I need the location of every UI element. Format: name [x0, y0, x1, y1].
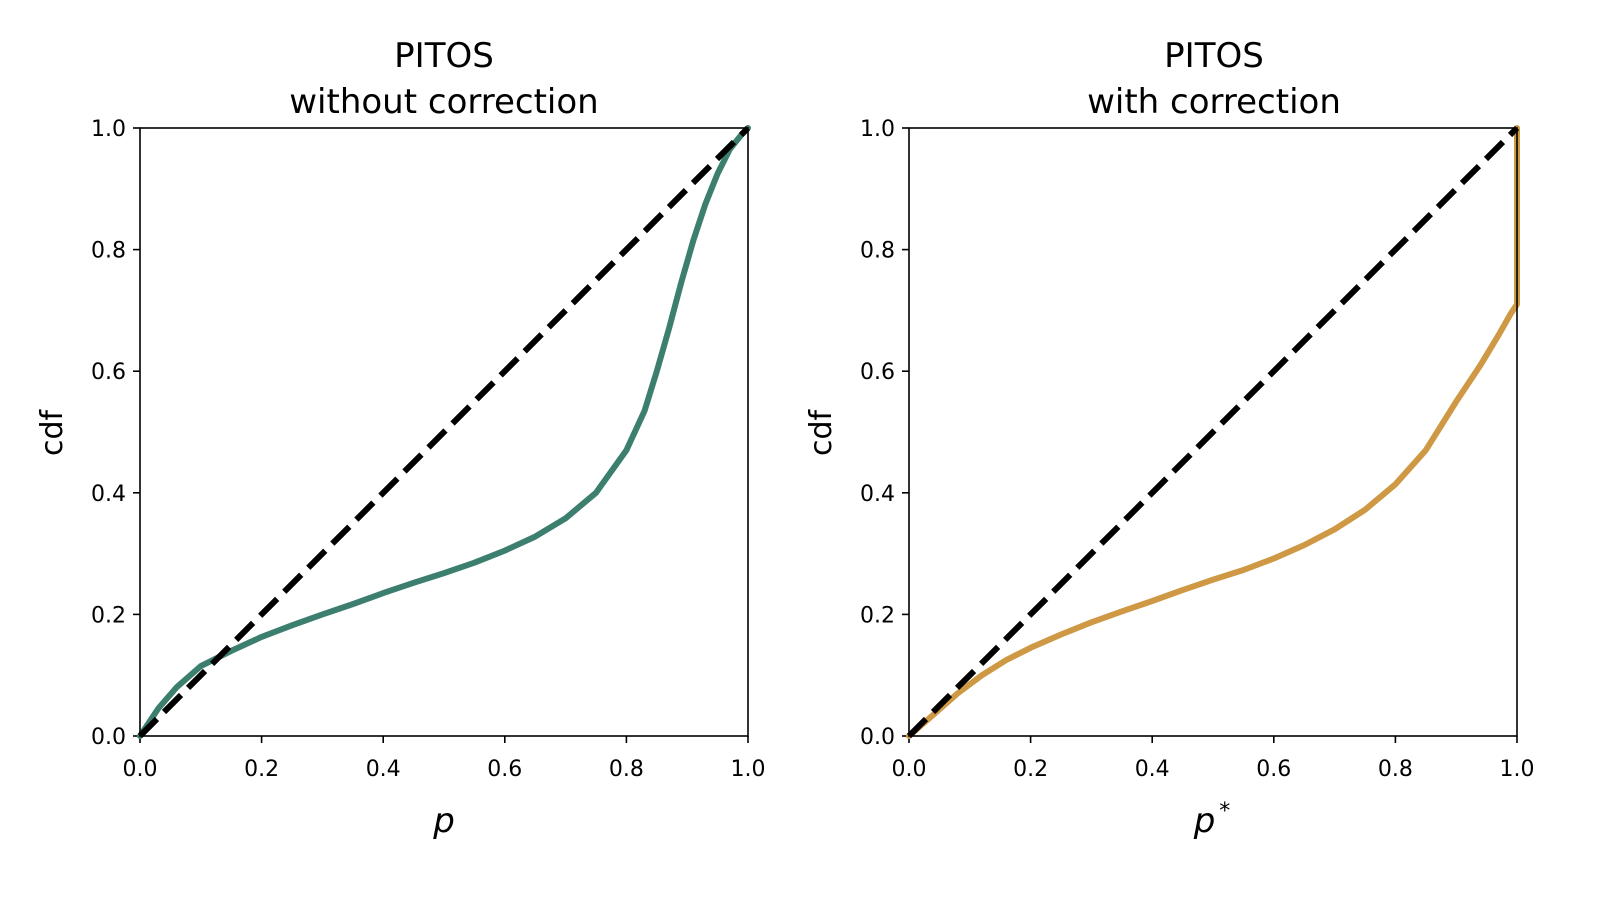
x-tick-label: 0.8	[1378, 757, 1413, 782]
y-tick-label: 0.0	[860, 725, 895, 750]
y-tick-label: 0.0	[91, 725, 126, 750]
y-axis-label: cdf	[35, 409, 70, 457]
y-tick-label: 0.4	[860, 482, 895, 507]
x-axis-label: p	[432, 801, 455, 841]
panel-with-correction: PITOS with correction 0.0 0.2 0.4 0.6 0.8 1.0…	[804, 36, 1535, 841]
y-tick-label: 1.0	[91, 117, 126, 142]
y-tick-label: 0.8	[860, 239, 895, 264]
x-tick-label: 0.2	[1013, 757, 1048, 782]
cdf-curve-line	[137, 125, 751, 739]
x-tick-label: 0.0	[123, 757, 158, 782]
axes-frame	[908, 127, 1518, 737]
panel-title-line2: without correction	[289, 82, 598, 122]
plot-area	[906, 125, 1520, 739]
y-tick-label: 0.6	[91, 360, 126, 385]
panel-without-correction: PITOS without correction 0.0 0.2 0.4 0.6 0.8…	[35, 36, 766, 841]
x-axis-label: p *	[1193, 799, 1231, 841]
reference-diagonal-line	[137, 125, 751, 739]
x-tick-label: 1.0	[1500, 757, 1535, 782]
x-tick-label: 0.6	[1256, 757, 1291, 782]
x-tick-label: 0.4	[366, 757, 401, 782]
reference-diagonal-line	[906, 125, 1520, 739]
y-tick-label: 0.8	[91, 239, 126, 264]
x-tick-label: 0.8	[609, 757, 644, 782]
axes-frame	[139, 127, 749, 737]
y-tick-label: 0.4	[91, 482, 126, 507]
x-tick-label: 0.0	[892, 757, 927, 782]
panel-title-line1: PITOS	[1164, 36, 1264, 76]
y-axis-label: cdf	[804, 409, 839, 457]
y-tick-label: 0.6	[860, 360, 895, 385]
tick-group: 0.0 0.2 0.4 0.6 0.8 1.0 0.0 0.2 0.4 0.6 0.8 1.0	[860, 117, 1535, 782]
x-tick-label: 0.4	[1135, 757, 1170, 782]
x-tick-label: 1.0	[731, 757, 766, 782]
panel-title-line1: PITOS	[394, 36, 494, 76]
plot-area	[137, 125, 751, 739]
x-tick-label: 0.6	[487, 757, 522, 782]
tick-group: 0.0 0.2 0.4 0.6 0.8 1.0 0.0 0.2 0.4 0.6 0.8 1.0	[91, 117, 766, 782]
y-tick-label: 1.0	[860, 117, 895, 142]
panel-title-line2: with correction	[1087, 82, 1341, 122]
x-tick-label: 0.2	[244, 757, 279, 782]
y-tick-label: 0.2	[91, 603, 126, 628]
y-tick-label: 0.2	[860, 603, 895, 628]
cdf-curve-line	[906, 125, 1520, 739]
